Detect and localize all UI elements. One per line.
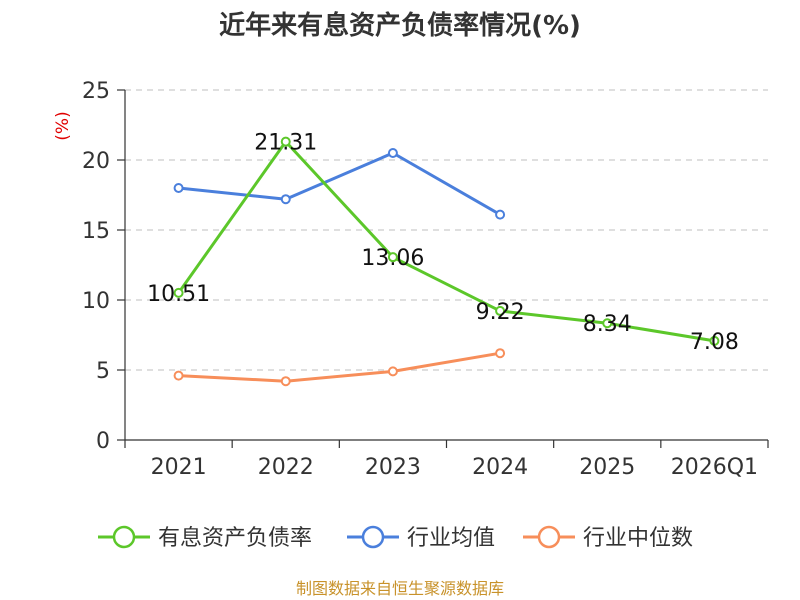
series-layer xyxy=(173,136,720,387)
legend-marker-2 xyxy=(537,525,561,549)
legend-label-2: 行业中位数 xyxy=(583,526,693,551)
y-tick-label-20: 20 xyxy=(82,149,110,174)
data-point-s0-2026Q1 xyxy=(709,335,720,346)
series-line-0 xyxy=(177,140,716,343)
data-label-2026Q1: 7.08 xyxy=(690,330,739,355)
data-label-2022: 21.31 xyxy=(254,131,317,156)
data-label-2021: 10.51 xyxy=(147,282,210,307)
series-line-1 xyxy=(177,151,502,217)
y-axis-unit-label: (%) xyxy=(53,111,73,140)
data-point-s0-2022 xyxy=(280,136,291,147)
chart-title: 近年来有息资产负债率情况(%) xyxy=(219,10,581,41)
data-point-s2-2022 xyxy=(280,376,291,387)
data-label-2023: 13.06 xyxy=(361,246,424,271)
series-line-2 xyxy=(177,351,502,383)
data-point-s1-2022 xyxy=(280,194,291,205)
grid-lines xyxy=(125,89,768,371)
legend-label-1: 行业均值 xyxy=(407,526,495,551)
data-point-s1-2023 xyxy=(387,148,398,158)
y-tick-label-25: 25 xyxy=(82,79,110,104)
source-note: 制图数据来自恒生聚源数据库 xyxy=(296,579,504,598)
y-tick-label-0: 0 xyxy=(96,429,110,454)
data-point-s0-2023 xyxy=(387,252,398,263)
data-point-s0-2021 xyxy=(173,287,184,298)
y-tick-label-5: 5 xyxy=(96,359,110,384)
legend-label-0: 有息资产负债率 xyxy=(158,526,312,551)
data-point-s1-2021 xyxy=(173,183,184,193)
y-tick-label-10: 10 xyxy=(82,289,110,314)
legend-item-2[interactable]: 行业中位数 xyxy=(523,525,693,551)
x-tick-label-2025: 2025 xyxy=(579,455,635,480)
x-tick-label-2023: 2023 xyxy=(365,455,421,480)
data-point-s2-2021 xyxy=(173,370,184,381)
legend-marker-1 xyxy=(361,525,385,549)
legend-item-0[interactable]: 有息资产负债率 xyxy=(98,525,312,551)
legend-marker-0 xyxy=(112,525,136,549)
x-tick-label-2026Q1: 2026Q1 xyxy=(671,455,758,480)
data-label-2025: 8.34 xyxy=(583,312,632,337)
x-tick-label-2022: 2022 xyxy=(258,455,314,480)
data-point-s2-2023 xyxy=(387,366,398,377)
data-point-s2-2024 xyxy=(495,348,506,359)
legend[interactable]: 有息资产负债率 行业均值 行业中位数 xyxy=(98,525,693,551)
data-point-s1-2024 xyxy=(495,209,506,220)
data-labels: 10.51 21.31 13.06 9.22 8.34 7.08 xyxy=(147,131,739,355)
data-label-2024: 9.22 xyxy=(476,300,525,325)
x-tick-label-2021: 2021 xyxy=(151,455,207,480)
legend-item-1[interactable]: 行业均值 xyxy=(347,525,495,551)
data-point-s0-2025 xyxy=(602,318,613,329)
y-tick-label-15: 15 xyxy=(82,219,110,244)
data-point-s0-2024 xyxy=(495,305,506,316)
x-tick-label-2024: 2024 xyxy=(472,455,528,480)
